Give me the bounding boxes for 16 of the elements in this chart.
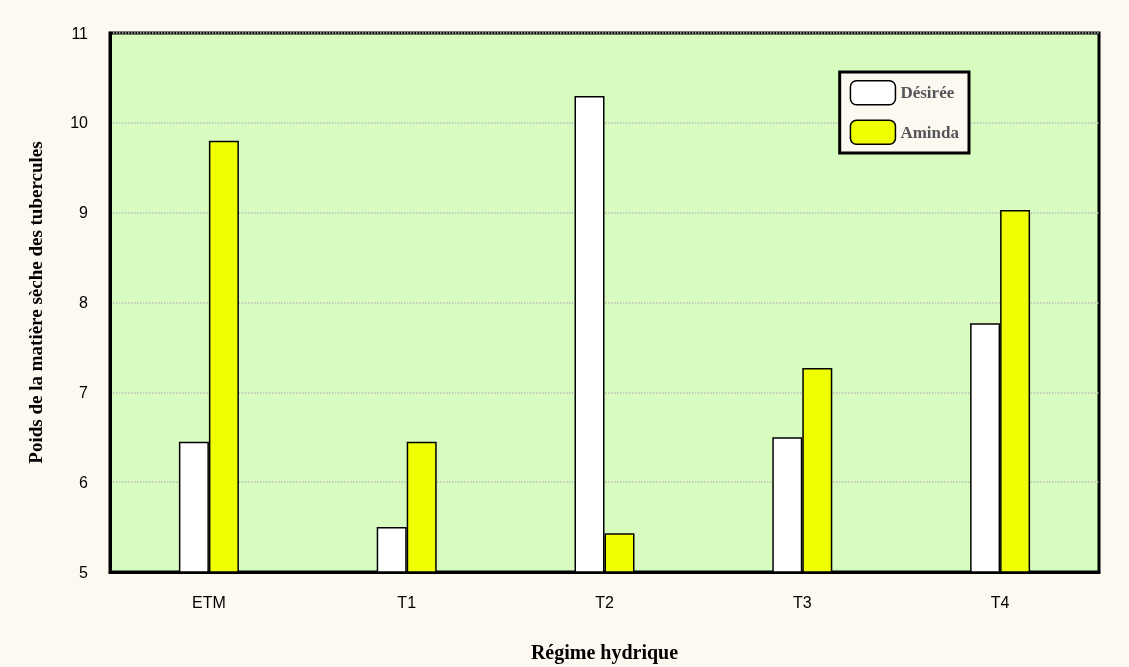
x-tick-label: T4 <box>990 593 1010 611</box>
y-tick-label: 11 <box>71 24 89 42</box>
y-tick-label: 8 <box>79 294 89 311</box>
y-tick-label: 9 <box>79 204 89 222</box>
y-tick-label: 5 <box>79 563 89 581</box>
x-tick-label: T2 <box>595 593 614 611</box>
y-axis-title: Poids de la matière sèche des tubercules <box>25 141 46 464</box>
y-tick-label: 7 <box>79 383 89 401</box>
x-tick-label: T1 <box>397 593 417 611</box>
y-tick-label: 10 <box>70 114 89 132</box>
x-tick-label: ETM <box>192 593 226 611</box>
x-tick-label: T3 <box>792 593 812 611</box>
legend-label: Désirée <box>900 83 955 103</box>
y-tick-label: 6 <box>79 473 89 491</box>
x-axis-title: Régime hydrique <box>530 641 679 664</box>
legend-label: Aminda <box>900 122 960 142</box>
